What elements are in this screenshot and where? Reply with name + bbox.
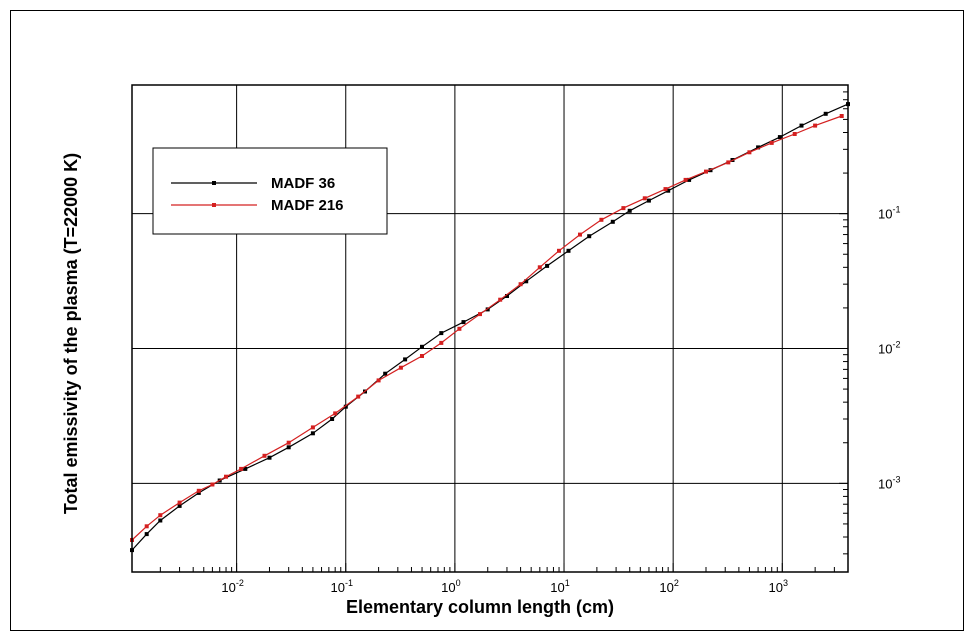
data-point: [158, 518, 163, 523]
data-point: [210, 482, 215, 487]
data-point: [196, 490, 201, 495]
data-point: [799, 123, 804, 128]
legend-label: MADF 36: [271, 175, 335, 192]
legend-label: MADF 216: [271, 197, 344, 214]
legend: MADF 36 MADF 216: [152, 147, 388, 235]
y-tick-label: 10-1: [878, 205, 900, 222]
data-point: [439, 331, 444, 336]
data-point: [756, 145, 761, 150]
x-tick-label: 100: [441, 578, 460, 595]
data-point: [704, 169, 708, 174]
data-point: [286, 440, 291, 445]
x-axis-label: Elementary column length (cm): [346, 597, 614, 617]
data-point: [621, 206, 626, 211]
data-point: [599, 217, 604, 222]
x-tick-label: 10-2: [221, 578, 243, 595]
data-point: [330, 417, 335, 421]
data-point: [478, 312, 482, 317]
data-point: [144, 524, 149, 529]
data-point: [439, 340, 444, 345]
data-point: [376, 378, 381, 383]
grid: [132, 85, 848, 572]
data-point: [777, 135, 782, 140]
data-point: [792, 132, 797, 136]
y-tick-label: 10-3: [878, 474, 900, 491]
data-point: [356, 394, 361, 399]
data-point: [518, 282, 523, 287]
x-tick-label: 10-1: [331, 578, 353, 595]
data-point: [545, 263, 550, 268]
data-point: [683, 177, 688, 182]
data-point: [537, 265, 542, 270]
data-point: [310, 425, 315, 430]
data-point: [333, 411, 338, 416]
data-point: [196, 488, 201, 493]
legend-swatch-marker: [212, 181, 216, 185]
data-point: [262, 453, 267, 458]
data-point: [627, 208, 632, 213]
data-point: [839, 114, 844, 118]
axes-ticks: 10-2 10-1 100 101 102 103 10-3 10-2 10-1: [159, 84, 900, 595]
data-point: [383, 371, 388, 376]
data-point: [769, 140, 774, 145]
data-point: [666, 188, 671, 193]
data-point: [524, 279, 529, 284]
legend-swatch-marker: [212, 203, 216, 207]
data-point: [823, 111, 828, 116]
data-point: [224, 474, 228, 479]
chart-frame: [10, 10, 964, 631]
data-point: [239, 466, 244, 471]
data-point: [485, 307, 490, 312]
legend-entry: MADF 216: [171, 197, 344, 214]
legend-box: [152, 147, 388, 235]
x-tick-label: 103: [769, 578, 788, 595]
y-tick-label: 10-2: [878, 340, 900, 357]
data-point: [587, 234, 592, 239]
data-point: [286, 445, 291, 450]
data-point: [663, 187, 668, 192]
data-point: [343, 404, 348, 409]
plot-border: [131, 84, 849, 573]
legend-entry: MADF 36: [171, 175, 335, 192]
data-point: [177, 500, 182, 505]
data-point: [144, 532, 149, 537]
data-point: [726, 160, 731, 165]
data-point: [310, 431, 315, 436]
data-point: [398, 365, 403, 370]
data-point: [243, 466, 248, 471]
data-point: [557, 248, 561, 253]
data-point: [646, 198, 651, 203]
data-point: [578, 232, 582, 237]
data-point: [177, 503, 182, 508]
data-point: [566, 248, 571, 253]
data-point: [505, 294, 509, 298]
data-point: [610, 219, 615, 224]
x-tick-label: 101: [550, 578, 569, 595]
data-point: [747, 150, 752, 155]
data-point: [420, 344, 424, 349]
data-point: [158, 513, 163, 518]
series-line: [131, 115, 842, 541]
data-point: [498, 297, 503, 302]
x-tick-label: 102: [659, 578, 678, 595]
data-point: [461, 320, 466, 325]
data-point: [403, 357, 408, 362]
data-point: [420, 354, 424, 358]
data-point: [457, 326, 462, 331]
data-point: [687, 177, 692, 182]
data-point: [642, 196, 647, 201]
y-axis-label: Total emissivity of the plasma (T=22000 …: [61, 153, 81, 514]
data-point: [813, 123, 818, 128]
data-point: [267, 455, 272, 460]
